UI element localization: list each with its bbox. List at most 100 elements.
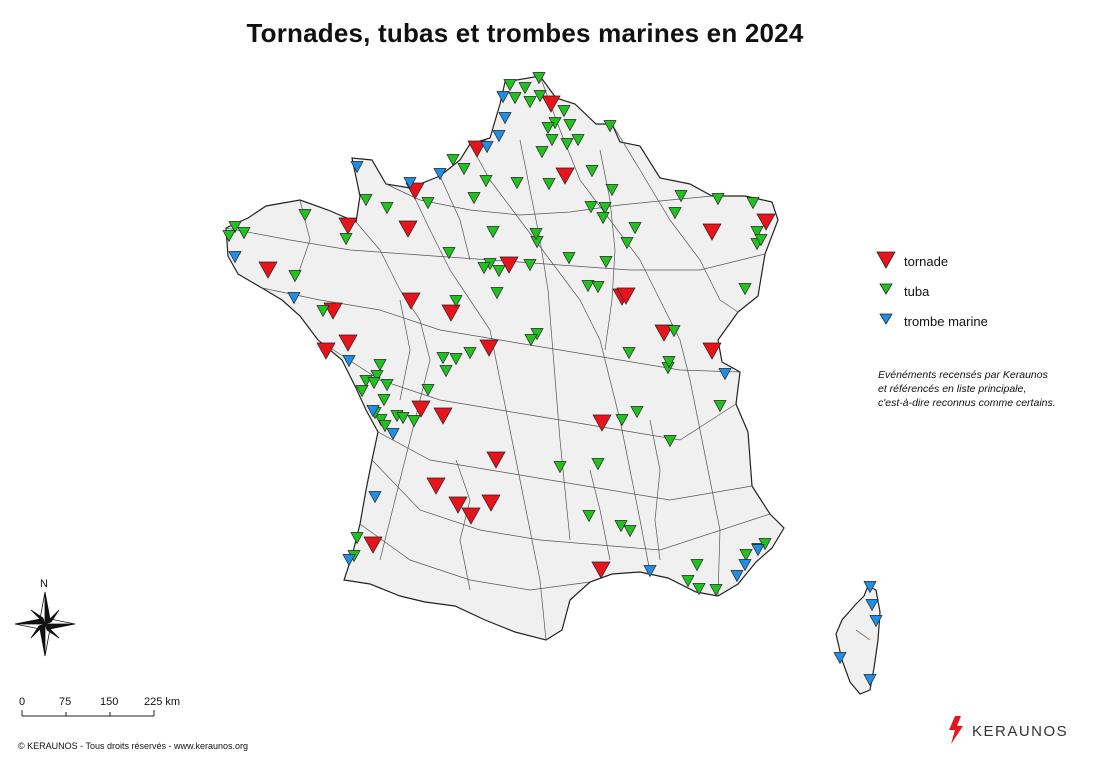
tuba-marker bbox=[630, 406, 644, 419]
copyright-text: © KERAUNOS - Tous droits réservés - www.… bbox=[18, 741, 249, 751]
tuba-marker bbox=[523, 96, 537, 109]
tuba-marker bbox=[378, 420, 392, 433]
tuba-marker bbox=[439, 365, 453, 378]
tuba-marker bbox=[355, 385, 369, 398]
tornado-marker bbox=[401, 292, 421, 310]
tuba-marker bbox=[709, 584, 723, 597]
tuba-marker bbox=[674, 190, 688, 203]
legend-label-tuba: tuba bbox=[904, 284, 930, 299]
tuba-marker bbox=[407, 415, 421, 428]
tuba-marker bbox=[711, 193, 725, 206]
tuba-marker bbox=[532, 72, 546, 85]
tuba-marker bbox=[668, 207, 682, 220]
scale-bar bbox=[21, 710, 155, 717]
note-line-1: Evénéments recensés par Keraunos bbox=[878, 369, 1048, 381]
tornado-marker bbox=[467, 140, 487, 158]
compass-rose-icon bbox=[14, 591, 76, 657]
tornado-marker bbox=[591, 561, 611, 579]
tuba-marker bbox=[222, 230, 236, 243]
waterspout-marker-icon bbox=[879, 313, 893, 325]
tuba-marker bbox=[599, 256, 613, 269]
tornado-marker bbox=[258, 261, 278, 279]
north-label: N bbox=[40, 578, 48, 590]
map-title: Tornades, tubas et trombes marines en 20… bbox=[246, 18, 804, 48]
tuba-marker bbox=[571, 134, 585, 147]
legend-item-tornado: tornade bbox=[876, 248, 1076, 278]
tornado-marker bbox=[363, 536, 383, 554]
waterspout-marker bbox=[350, 161, 364, 174]
tuba-marker bbox=[449, 295, 463, 308]
map-legend: tornade tuba trombe marine bbox=[876, 248, 1076, 338]
tornado-marker bbox=[461, 507, 481, 525]
scale-tick-225: 225 km bbox=[144, 696, 181, 708]
tuba-marker bbox=[692, 583, 706, 596]
legend-item-waterspout: trombe marine bbox=[876, 308, 1076, 338]
tuba-marker bbox=[591, 458, 605, 471]
waterspout-marker bbox=[366, 405, 380, 418]
tuba-marker bbox=[562, 252, 576, 265]
tuba-marker bbox=[524, 334, 538, 347]
waterspout-marker bbox=[718, 368, 732, 381]
legend-item-tuba: tuba bbox=[876, 278, 1076, 308]
tuba-marker bbox=[380, 202, 394, 215]
tuba-marker bbox=[492, 265, 506, 278]
tornado-marker bbox=[486, 451, 506, 469]
waterspout-marker bbox=[480, 141, 494, 154]
waterspout-marker bbox=[496, 91, 510, 104]
waterspout-marker bbox=[738, 559, 752, 572]
tornado-marker bbox=[398, 220, 418, 238]
tornado-marker bbox=[338, 334, 358, 352]
tuba-marker bbox=[585, 165, 599, 178]
tuba-marker bbox=[623, 525, 637, 538]
tuba-marker bbox=[738, 283, 752, 296]
tuba-marker bbox=[298, 209, 312, 222]
tuba-marker bbox=[457, 163, 471, 176]
waterspout-marker bbox=[833, 652, 847, 665]
tuba-marker bbox=[370, 370, 384, 383]
tuba-marker bbox=[620, 237, 634, 250]
tuba-marker bbox=[442, 247, 456, 260]
tornado-marker bbox=[411, 400, 431, 418]
waterspout-marker bbox=[492, 130, 506, 143]
tuba-marker bbox=[508, 92, 522, 105]
tornado-marker bbox=[441, 304, 461, 322]
tuba-marker bbox=[667, 325, 681, 338]
tornado-marker bbox=[479, 339, 499, 357]
department-borders bbox=[225, 75, 871, 641]
tuba-marker bbox=[542, 178, 556, 191]
scale-tick-0: 0 bbox=[19, 696, 26, 708]
tuba-marker bbox=[557, 105, 571, 118]
tuba-marker bbox=[750, 226, 764, 239]
tuba-marker bbox=[477, 262, 491, 275]
tuba-marker bbox=[530, 328, 544, 341]
tuba-marker bbox=[486, 226, 500, 239]
tuba-marker bbox=[339, 233, 353, 246]
waterspout-marker bbox=[386, 428, 400, 441]
waterspout-marker bbox=[403, 177, 417, 190]
tuba-marker bbox=[421, 197, 435, 210]
waterspout-marker bbox=[287, 292, 301, 305]
tuba-marker bbox=[228, 221, 242, 234]
tuba-marker bbox=[449, 353, 463, 366]
source-note: Evénéments recensés par Keraunos et réfé… bbox=[878, 368, 1088, 410]
waterspout-marker bbox=[498, 112, 512, 125]
tuba-marker bbox=[446, 154, 460, 167]
tuba-marker bbox=[690, 559, 704, 572]
tornado-marker bbox=[555, 167, 575, 185]
scale-tick-75: 75 bbox=[59, 696, 72, 708]
tornado-marker bbox=[616, 287, 636, 305]
tuba-marker bbox=[396, 412, 410, 425]
tuba-marker bbox=[681, 575, 695, 588]
tuba-marker bbox=[545, 134, 559, 147]
tuba-marker bbox=[596, 212, 610, 225]
tornado-marker bbox=[499, 256, 519, 274]
waterspout-marker bbox=[869, 615, 883, 628]
tuba-marker bbox=[662, 356, 676, 369]
tornado-marker bbox=[541, 95, 561, 113]
waterspout-marker bbox=[865, 599, 879, 612]
tuba-marker bbox=[350, 532, 364, 545]
tornado-marker-icon bbox=[876, 251, 896, 269]
tuba-marker bbox=[605, 184, 619, 197]
tuba-marker bbox=[584, 201, 598, 214]
